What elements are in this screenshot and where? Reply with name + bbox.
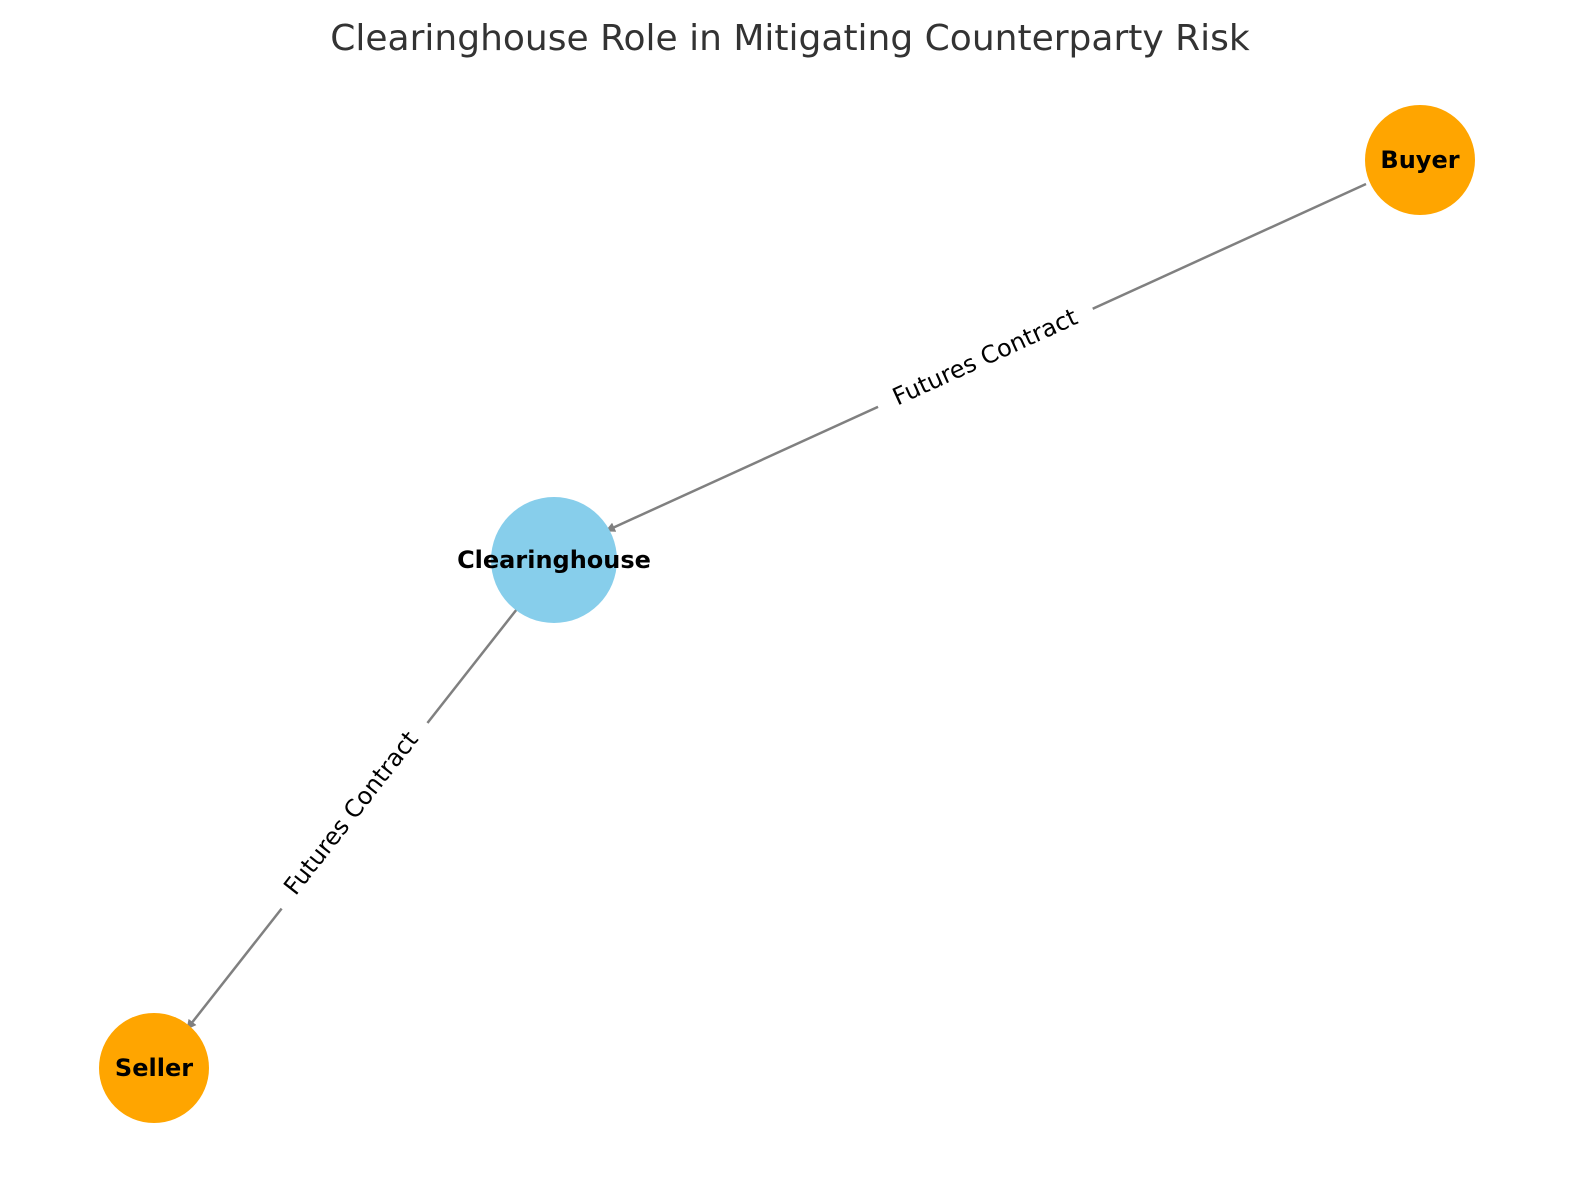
node-seller: Seller	[99, 1013, 209, 1123]
node-circle	[491, 497, 617, 623]
edge-label-background	[264, 709, 438, 917]
edge-label: Futures Contract	[888, 303, 1081, 411]
edge-buyer-clearinghouse: Futures Contract	[605, 182, 1367, 533]
edge-label: Futures Contract	[278, 726, 424, 900]
edge-clearinghouse-seller: Futures Contract	[186, 608, 518, 1030]
node-circle	[1365, 105, 1475, 215]
node-label: Buyer	[1380, 146, 1459, 174]
node-label: Seller	[115, 1054, 193, 1082]
node-label: Clearinghouse	[457, 546, 651, 574]
diagram-title: Clearinghouse Role in Mitigating Counter…	[330, 18, 1250, 59]
node-clearinghouse: Clearinghouse	[457, 497, 651, 623]
edge-label-background	[870, 292, 1100, 422]
node-buyer: Buyer	[1365, 105, 1475, 215]
node-circle	[99, 1013, 209, 1123]
